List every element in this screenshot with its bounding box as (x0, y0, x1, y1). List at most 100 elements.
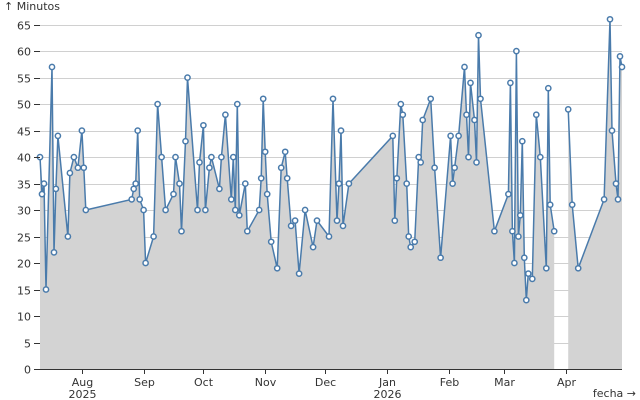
data-point (333, 217, 341, 224)
data-point (255, 206, 263, 214)
data-point (612, 180, 620, 187)
data-point (417, 159, 425, 166)
data-point (48, 63, 56, 71)
data-point (233, 100, 241, 108)
area-fill (568, 19, 622, 370)
data-point (455, 132, 462, 140)
data-point (206, 164, 213, 172)
data-point (38, 190, 46, 198)
data-point (345, 180, 353, 187)
x-tick-year-label: 2025 (69, 388, 97, 400)
data-point (606, 15, 614, 23)
data-point (515, 233, 522, 240)
data-point (231, 206, 239, 214)
data-point (393, 174, 401, 182)
data-point (54, 132, 62, 140)
x-tick-year-label: 2026 (374, 388, 402, 400)
x-tick-label: Dec (315, 376, 336, 389)
data-point (411, 238, 419, 246)
x-tick-label: Nov (255, 376, 277, 389)
data-point (140, 206, 147, 214)
data-point (616, 53, 624, 60)
data-point (391, 217, 399, 224)
data-point (546, 201, 554, 209)
data-point (516, 211, 524, 219)
data-point (564, 106, 572, 113)
data-point (194, 206, 201, 214)
data-point (281, 148, 289, 156)
data-point (227, 196, 235, 203)
data-point (524, 270, 532, 277)
data-point (150, 233, 157, 240)
x-tick-label: Feb (440, 376, 459, 389)
data-point (40, 180, 48, 187)
data-point (520, 254, 528, 262)
y-tick-label: 0 (24, 364, 31, 377)
data-point (291, 217, 299, 224)
x-tick-label: Oct (194, 376, 214, 389)
data-point (511, 259, 518, 267)
data-point (200, 121, 207, 129)
data-point (216, 185, 223, 193)
data-point (301, 206, 309, 214)
data-point (509, 227, 516, 235)
data-point (277, 164, 285, 172)
data-point (544, 84, 552, 92)
data-point (608, 127, 616, 134)
data-point (130, 185, 138, 193)
data-point (505, 190, 512, 198)
data-point (507, 79, 514, 87)
y-tick-label: 35 (17, 179, 31, 192)
y-tick-label: 20 (17, 258, 31, 271)
data-point (136, 196, 144, 203)
data-point (550, 227, 558, 235)
data-point (218, 153, 225, 161)
data-point (415, 153, 423, 161)
data-point (471, 116, 478, 124)
y-tick-label: 55 (17, 73, 31, 86)
data-point (325, 233, 333, 240)
data-point (313, 217, 321, 224)
data-point (154, 100, 161, 108)
y-tick-label: 10 (17, 311, 31, 324)
data-point (263, 190, 271, 198)
data-point (74, 164, 82, 172)
data-point (329, 95, 337, 103)
data-point (241, 180, 249, 187)
data-point (405, 233, 413, 240)
y-tick-label: 50 (17, 99, 31, 112)
data-point (542, 264, 550, 272)
data-point (283, 174, 291, 182)
y-axis-title: ↑ Minutos (4, 0, 60, 13)
data-point (261, 148, 269, 156)
data-point (309, 243, 317, 251)
data-point (335, 180, 343, 187)
data-point (196, 159, 203, 166)
data-point (491, 227, 498, 235)
data-point (158, 153, 165, 161)
data-point (222, 111, 229, 119)
y-tick-label: 40 (17, 152, 31, 165)
data-point (568, 201, 576, 209)
y-tick-label: 5 (24, 338, 31, 351)
data-point (287, 222, 295, 230)
data-point (389, 132, 397, 140)
y-tick-label: 65 (17, 20, 31, 33)
x-tick-label: Sep (134, 376, 155, 389)
data-point (142, 259, 149, 267)
data-point (574, 264, 582, 272)
data-point (184, 74, 191, 81)
data-point (397, 100, 405, 108)
data-point (229, 153, 237, 161)
data-point (403, 180, 411, 187)
data-point (339, 222, 347, 230)
data-point (128, 196, 136, 203)
data-point (295, 270, 303, 277)
data-point (66, 169, 74, 177)
y-tick-label: 45 (17, 126, 31, 139)
data-point (202, 206, 209, 214)
data-point (618, 63, 626, 71)
data-point (178, 227, 185, 235)
y-tick-label: 15 (17, 285, 31, 298)
